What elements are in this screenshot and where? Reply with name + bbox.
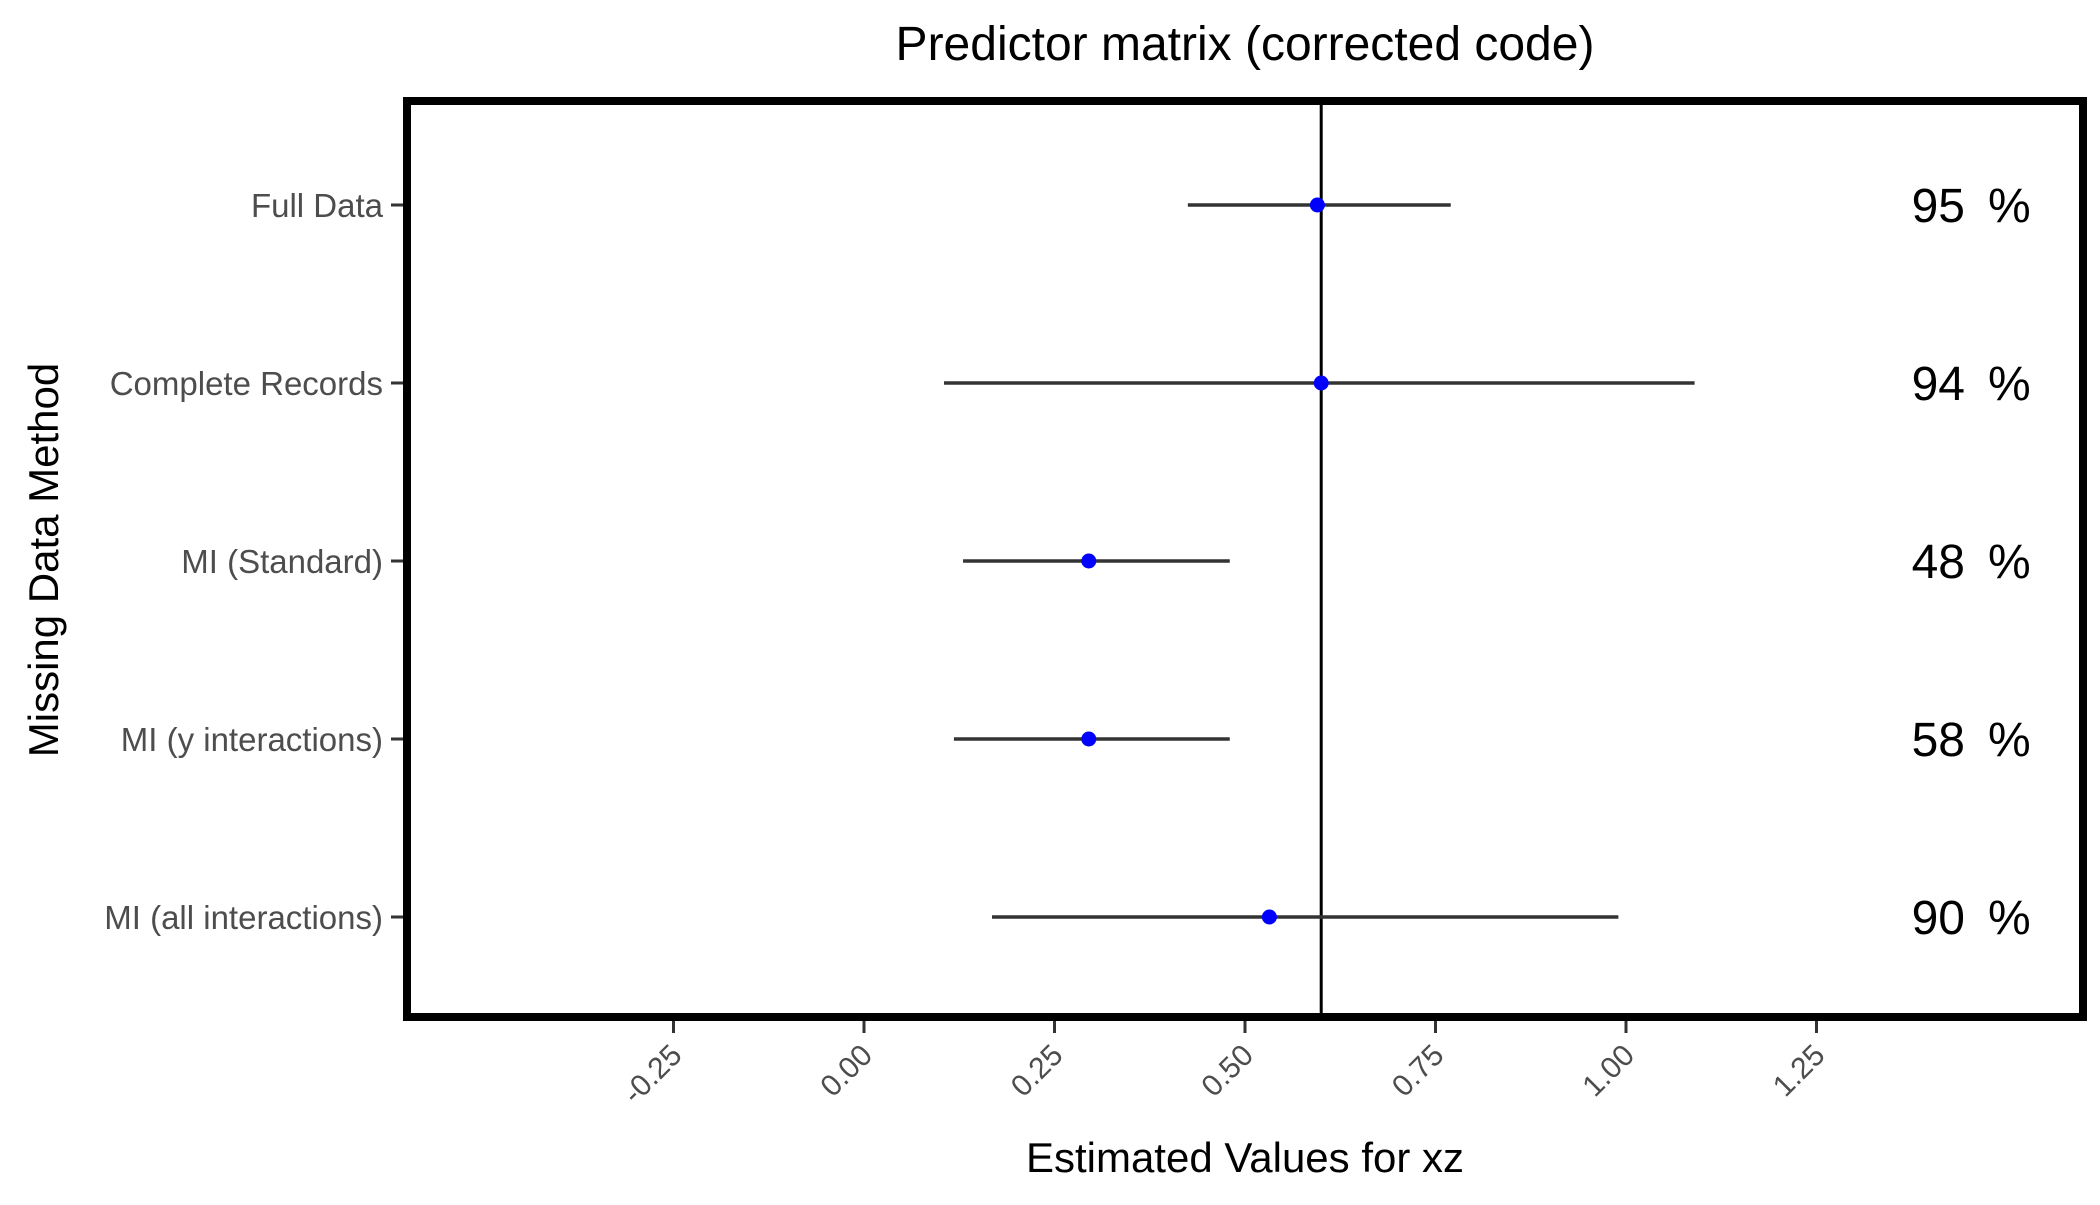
category-label: Complete Records: [110, 365, 383, 402]
coverage-unit: %: [1988, 180, 2031, 233]
forest-row: Complete Records 94%: [110, 358, 2031, 411]
category-label: Full Data: [251, 187, 384, 224]
coverage-unit: %: [1988, 536, 2031, 589]
point-estimate: [1081, 553, 1097, 569]
x-tick-label: 0.25: [1005, 1039, 1070, 1104]
forest-row: Full Data 95%: [251, 180, 2031, 233]
coverage-value: 90: [1912, 892, 1965, 945]
forest-row: MI (y interactions) 58%: [121, 714, 2031, 767]
x-tick-label: 0.75: [1386, 1039, 1451, 1104]
category-label: MI (Standard): [181, 543, 383, 580]
y-axis-title: Missing Data Method: [20, 363, 67, 758]
x-tick-label: 0.50: [1195, 1039, 1260, 1104]
coverage-value: 94: [1912, 358, 1965, 411]
forest-row: MI (Standard) 48%: [181, 536, 2030, 589]
plot-panel-border: [403, 97, 2087, 1021]
point-estimate: [1313, 375, 1329, 391]
x-axis-title: Estimated Values for xz: [1026, 1134, 1464, 1181]
coverage-value: 95: [1912, 180, 1965, 233]
axis-ticks: -0.25 0.00 0.25 0.50 0.75 1.00 1.25: [617, 1021, 1832, 1111]
point-estimate: [1261, 909, 1277, 925]
point-estimate: [1081, 731, 1097, 747]
category-label: MI (all interactions): [104, 899, 383, 936]
x-tick-label: 1.00: [1576, 1039, 1641, 1104]
coverage-unit: %: [1988, 714, 2031, 767]
chart-title: Predictor matrix (corrected code): [896, 18, 1595, 71]
coverage-value: 48: [1912, 536, 1965, 589]
category-label: MI (y interactions): [121, 721, 383, 758]
x-tick-label: 1.25: [1767, 1039, 1832, 1104]
x-tick-label: 0.00: [814, 1039, 879, 1104]
point-estimate: [1309, 197, 1325, 213]
forest-row: MI (all interactions) 90%: [104, 892, 2030, 945]
coverage-unit: %: [1988, 358, 2031, 411]
coverage-unit: %: [1988, 892, 2031, 945]
x-tick-label: -0.25: [617, 1039, 689, 1111]
coverage-value: 58: [1912, 714, 1965, 767]
rows-layer: Full Data 95 %Complete Records 94 %MI (Stand…: [104, 180, 2030, 945]
